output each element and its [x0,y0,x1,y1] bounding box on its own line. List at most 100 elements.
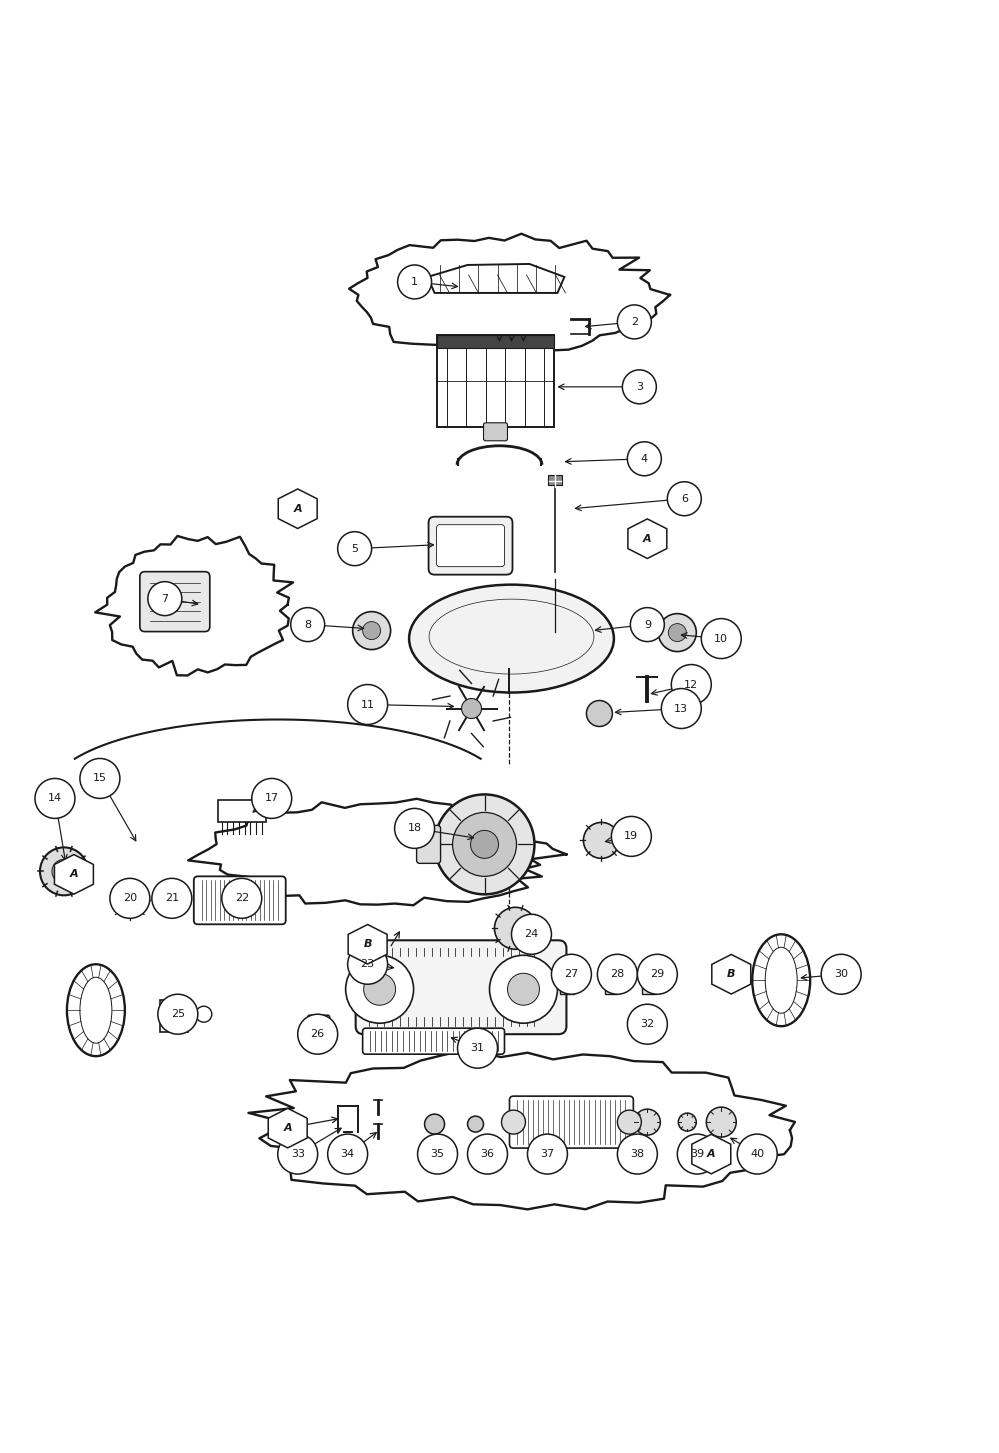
FancyBboxPatch shape [140,571,210,632]
FancyBboxPatch shape [160,1000,188,1032]
FancyBboxPatch shape [642,981,656,994]
Text: 28: 28 [610,969,624,979]
Text: 33: 33 [291,1149,305,1159]
Circle shape [627,442,661,475]
Circle shape [364,974,396,1005]
Text: 2: 2 [630,317,638,327]
Text: 25: 25 [171,1010,185,1019]
Text: 22: 22 [235,894,249,904]
Circle shape [148,581,182,616]
Text: 10: 10 [714,634,728,644]
Circle shape [501,1110,525,1135]
FancyBboxPatch shape [560,981,574,994]
Circle shape [495,907,536,949]
Text: 39: 39 [690,1149,704,1159]
Circle shape [453,812,516,876]
Text: B: B [727,969,735,979]
FancyBboxPatch shape [437,525,504,567]
Circle shape [348,684,388,725]
Text: B: B [364,939,372,949]
FancyBboxPatch shape [605,982,617,994]
Text: 21: 21 [165,894,179,904]
Circle shape [418,1135,458,1174]
Text: 18: 18 [408,824,422,834]
Circle shape [196,1007,212,1023]
Circle shape [298,1014,338,1055]
Text: 11: 11 [361,699,375,709]
Text: 12: 12 [684,680,698,690]
Text: 8: 8 [304,619,312,629]
Circle shape [291,607,325,642]
FancyBboxPatch shape [429,517,512,574]
Polygon shape [628,519,666,558]
Polygon shape [712,955,750,994]
Text: 34: 34 [341,1149,355,1159]
Circle shape [617,1110,641,1135]
Polygon shape [349,924,387,963]
Circle shape [551,955,591,994]
FancyBboxPatch shape [194,876,286,924]
Circle shape [40,847,88,895]
Circle shape [658,613,696,651]
Circle shape [462,699,482,718]
Circle shape [677,1135,717,1174]
Polygon shape [692,1135,730,1174]
Text: 31: 31 [471,1043,485,1053]
Circle shape [35,779,75,818]
Text: 19: 19 [624,831,638,841]
Circle shape [113,883,147,917]
Circle shape [152,879,192,918]
Circle shape [627,1004,667,1045]
Text: 1: 1 [411,278,419,286]
Circle shape [630,607,664,642]
Ellipse shape [80,978,112,1043]
Text: 15: 15 [93,773,107,783]
Ellipse shape [752,934,810,1026]
Circle shape [278,1135,318,1174]
FancyBboxPatch shape [417,825,441,863]
Circle shape [52,859,76,883]
Circle shape [435,795,534,895]
Text: 7: 7 [161,594,169,603]
Polygon shape [428,264,564,294]
Circle shape [395,808,435,849]
FancyBboxPatch shape [218,801,266,822]
Circle shape [671,664,711,705]
Circle shape [80,758,120,799]
FancyBboxPatch shape [156,888,182,911]
Text: A: A [284,1123,292,1133]
Text: A: A [643,533,651,543]
Text: 5: 5 [351,543,359,554]
Circle shape [667,482,701,516]
FancyBboxPatch shape [437,334,554,427]
Text: 3: 3 [635,382,643,392]
Text: 9: 9 [643,619,651,629]
Circle shape [158,994,198,1035]
Text: 30: 30 [834,969,848,979]
Circle shape [706,1107,736,1138]
Circle shape [468,1135,507,1174]
Text: 38: 38 [630,1149,644,1159]
Circle shape [471,831,499,859]
Circle shape [583,822,619,859]
Circle shape [701,619,741,658]
Text: 27: 27 [564,969,578,979]
Polygon shape [269,1109,307,1148]
Circle shape [348,944,388,984]
FancyBboxPatch shape [548,475,562,485]
FancyBboxPatch shape [363,1029,504,1055]
Circle shape [346,955,414,1023]
Text: 4: 4 [640,453,648,464]
Circle shape [668,623,686,642]
Circle shape [527,1135,567,1174]
Text: 20: 20 [123,894,137,904]
Circle shape [622,371,656,404]
Ellipse shape [765,947,797,1013]
Text: 14: 14 [48,793,62,804]
Circle shape [511,914,551,955]
Ellipse shape [410,584,613,693]
Circle shape [821,955,861,994]
Text: A: A [70,869,78,879]
Circle shape [507,974,539,1005]
Text: 37: 37 [540,1149,554,1159]
